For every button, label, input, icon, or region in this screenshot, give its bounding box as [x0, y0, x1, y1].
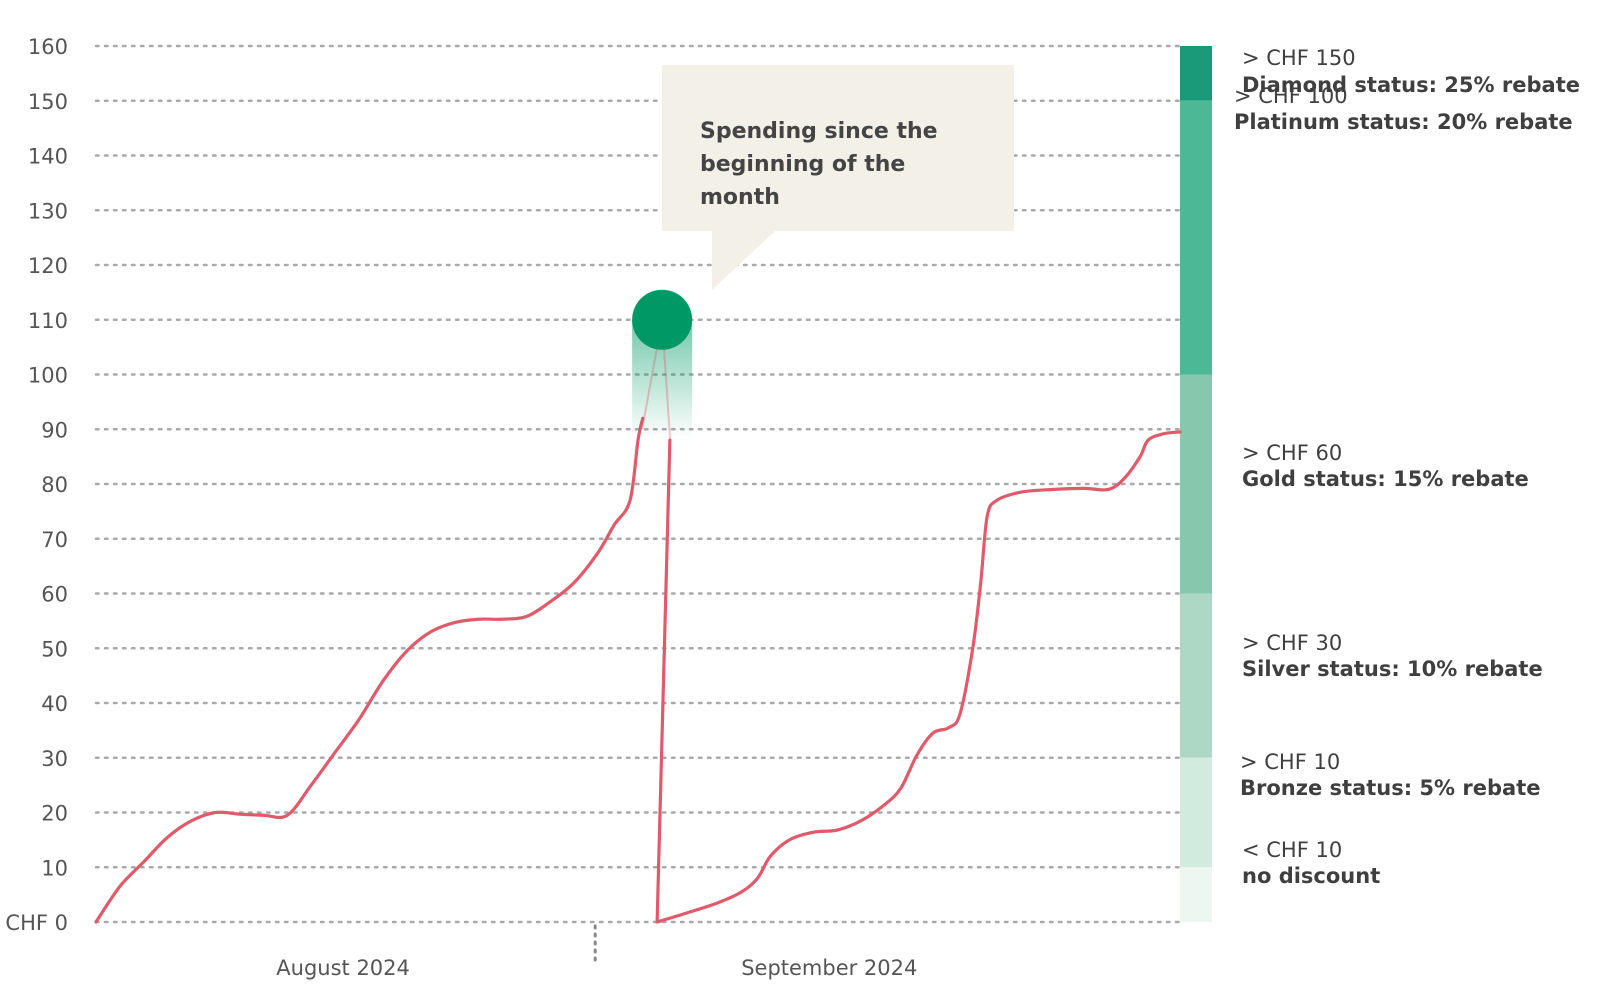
- y-tick-label: 30: [41, 747, 68, 771]
- y-tick-label: 140: [28, 145, 68, 169]
- y-tick-label: 130: [28, 199, 68, 223]
- tier-threshold: < CHF 10: [1242, 837, 1343, 862]
- y-tick-label: 120: [28, 254, 68, 278]
- month-labels: August 2024 September 2024: [276, 924, 917, 980]
- month-label: September 2024: [741, 956, 917, 980]
- tier-label: > CHF 10 Bronze status: 5% rebate: [1240, 749, 1540, 802]
- tier-band-segment: [1180, 374, 1212, 594]
- tier-threshold: > CHF 100: [1234, 83, 1348, 108]
- tier-label: > CHF 100 Platinum status: 20% rebate: [1234, 83, 1573, 136]
- y-tick-label: 60: [41, 583, 68, 607]
- tier-band-segment: [1180, 757, 1212, 868]
- series-line-segment: [655, 438, 672, 924]
- tier-name: Platinum status: 20% rebate: [1234, 109, 1573, 134]
- tier-band-segment: [1180, 867, 1212, 922]
- y-tick-label: 40: [41, 692, 68, 716]
- y-tick-label: 80: [41, 473, 68, 497]
- y-tick-label: 70: [41, 528, 68, 552]
- tier-name: no discount: [1242, 863, 1381, 888]
- y-tick-label: 50: [41, 637, 68, 661]
- y-tick-label: 110: [28, 309, 68, 333]
- series-line-segment: [94, 416, 645, 924]
- tier-threshold: > CHF 60: [1242, 441, 1343, 465]
- current-spending-marker: [632, 230, 776, 441]
- y-tick-label: CHF 0: [5, 911, 68, 935]
- month-label: August 2024: [276, 956, 410, 980]
- tier-label: < CHF 10 no discount: [1242, 837, 1380, 890]
- y-axis-tick-labels: CHF 0 10 20 30 40 50 60 70 80 90 100 110 120 130 140 15…: [5, 35, 68, 935]
- y-tick-label: 90: [41, 418, 68, 442]
- tier-threshold: > CHF 30: [1242, 630, 1343, 655]
- tier-name: Gold status: 15% rebate: [1242, 467, 1529, 492]
- y-tick-label: 150: [28, 90, 68, 114]
- gridlines: [94, 44, 1182, 924]
- tier-label: > CHF 60 Gold status: 15% rebate: [1242, 440, 1529, 493]
- tier-name: Bronze status: 5% rebate: [1240, 775, 1541, 800]
- tier-label: > CHF 30 Silver status: 10% rebate: [1242, 630, 1543, 683]
- tier-name: Diamond status: 25% rebate: [1242, 72, 1580, 97]
- marker-dot: [632, 289, 693, 350]
- tier-threshold: > CHF 10: [1240, 749, 1341, 774]
- y-tick-label: 100: [28, 364, 68, 388]
- callout-box: Spending since the beginning of the mont…: [662, 65, 1014, 231]
- tier-name: Silver status: 10% rebate: [1242, 656, 1543, 681]
- callout-pointer: [712, 230, 776, 290]
- tier-label: > CHF 150 Diamond status: 25% rebate: [1242, 45, 1580, 98]
- tier-band-segment: [1180, 100, 1212, 375]
- tier-band: [1180, 46, 1212, 922]
- tier-band-segment: [1180, 46, 1212, 101]
- tier-threshold: > CHF 150: [1242, 46, 1356, 71]
- y-tick-label: 20: [41, 802, 68, 826]
- y-tick-label: 160: [28, 35, 68, 59]
- y-tick-label: 10: [41, 856, 68, 880]
- spending-line: [94, 416, 1182, 924]
- series-line-segment: [655, 430, 1182, 924]
- tier-band-segment: [1180, 593, 1212, 758]
- callout-text: Spending since the beginning of the mont…: [700, 119, 938, 210]
